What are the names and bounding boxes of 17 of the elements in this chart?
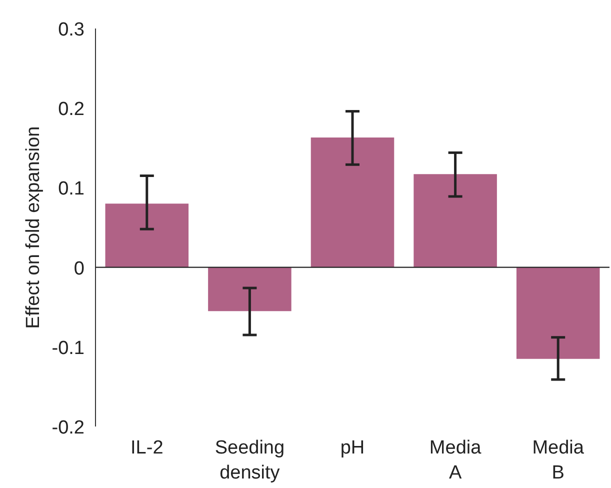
bar <box>516 267 600 359</box>
y-tick-label: -0.2 <box>52 418 85 438</box>
x-tick-label: Seeding density <box>214 438 285 484</box>
y-tick-label: -0.1 <box>52 338 85 359</box>
y-tick-label: 0 <box>74 258 85 280</box>
y-tick-label: 0.3 <box>58 20 85 40</box>
y-tick-label: 0.2 <box>58 99 85 120</box>
bar <box>105 204 189 268</box>
x-tick-label: Media A <box>429 438 482 484</box>
x-tick-label: IL-2 <box>130 438 164 458</box>
bar <box>208 267 292 312</box>
bar <box>414 174 497 268</box>
x-tick-label: Media B <box>532 438 584 484</box>
x-tick-label: pH <box>340 438 365 458</box>
y-axis-title: Effect on fold expansion <box>22 126 44 329</box>
y-tick-label: 0.1 <box>58 178 85 200</box>
bar <box>310 138 394 268</box>
